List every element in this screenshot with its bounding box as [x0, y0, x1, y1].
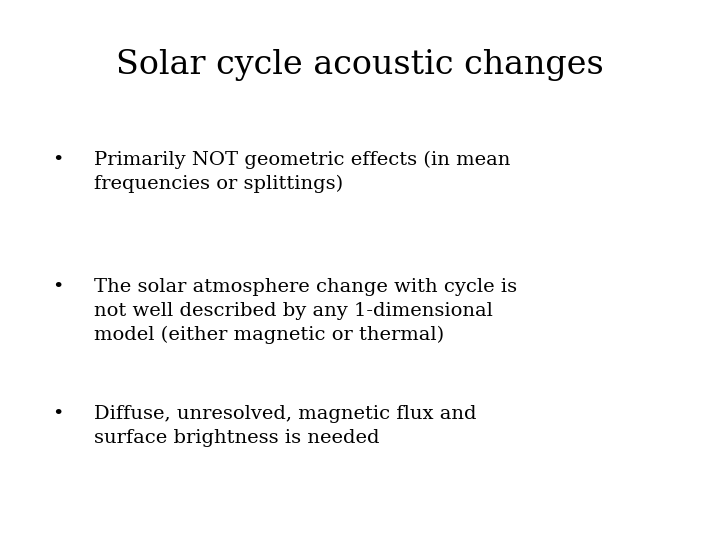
Text: Diffuse, unresolved, magnetic flux and
surface brightness is needed: Diffuse, unresolved, magnetic flux and s… [94, 405, 476, 447]
Text: The solar atmosphere change with cycle is
not well described by any 1-dimensiona: The solar atmosphere change with cycle i… [94, 278, 517, 343]
Text: •: • [52, 151, 63, 169]
Text: •: • [52, 405, 63, 423]
Text: Solar cycle acoustic changes: Solar cycle acoustic changes [116, 49, 604, 80]
Text: •: • [52, 278, 63, 296]
Text: Primarily NOT geometric effects (in mean
frequencies or splittings): Primarily NOT geometric effects (in mean… [94, 151, 510, 193]
